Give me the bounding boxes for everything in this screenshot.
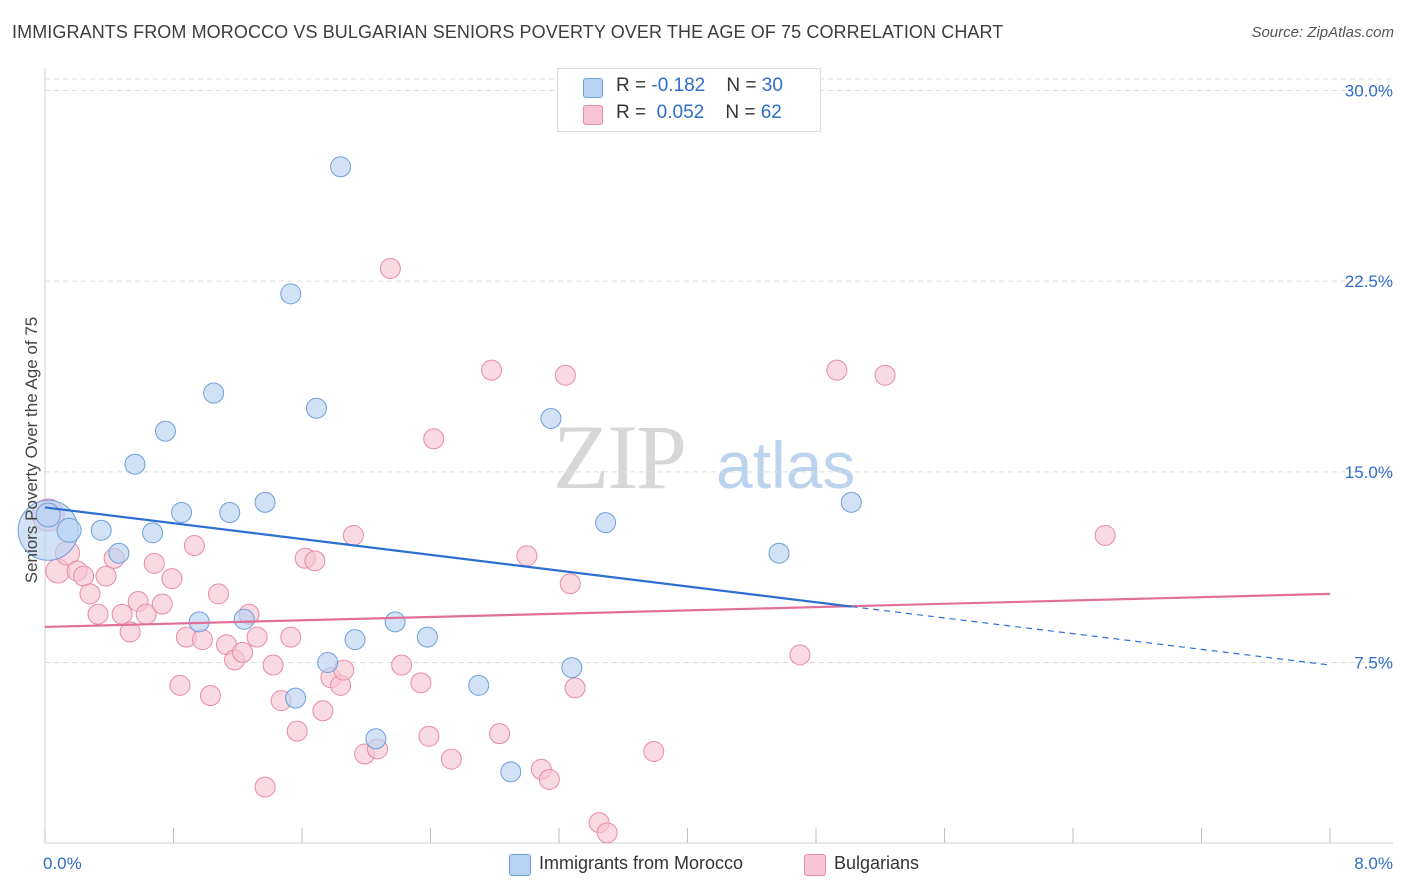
legend-r-label: R = [616,102,652,123]
bulgarian-point [143,552,165,574]
bulgarian-point [826,359,848,381]
bulgarian-point [1094,524,1116,546]
bulgarian-point [304,550,326,572]
bulgarian-point [183,535,205,557]
bulgarian-point [95,565,117,587]
bulgarian-point [564,677,586,699]
bulgarian-point [481,359,503,381]
morocco-point [142,522,164,544]
morocco-point [344,629,366,651]
x-tick-label: 0.0% [43,854,82,873]
morocco-point [124,453,146,475]
bulgarian-point [489,723,511,745]
bulgarian-point [554,364,576,386]
legend-r-value: -0.182 [651,75,706,96]
bulgarian-point [246,626,268,648]
bulgarian-point [262,654,284,676]
y-tick-label: 15.0% [1345,463,1393,482]
chart-title: IMMIGRANTS FROM MOROCCO VS BULGARIAN SEN… [12,22,1004,42]
morocco-point [840,491,862,513]
bulgarian-point [538,768,560,790]
morocco-trend-extension [851,605,1331,666]
morocco-point [285,687,307,709]
bulgarians-trend-line [44,592,1331,629]
bulgarian-point [342,524,364,546]
morocco-point [416,626,438,648]
morocco-point [561,657,583,679]
bulgarian-point [151,593,173,615]
bulgarian-point [410,672,432,694]
bulgarian-point [87,603,109,625]
morocco-point [233,608,255,630]
morocco-point [254,491,276,513]
bulgarian-point [643,740,665,762]
morocco-point [500,761,522,783]
watermark-zip: ZIP [553,406,685,508]
y-axis-label: Seniors Poverty Over the Age of 75 [22,316,41,584]
bulgarian-point [169,674,191,696]
morocco-point [768,542,790,564]
bulgarian-point [596,822,618,844]
y-tick-label: 30.0% [1345,82,1393,101]
bulgarian-point [199,685,221,707]
bulgarian-point [440,748,462,770]
morocco-point [384,611,406,633]
bulgarian-point [111,603,133,625]
legend-swatch-morocco [583,78,603,98]
morocco-point [330,156,352,178]
bulgarian-point [516,545,538,567]
bulgarian-point [73,565,95,587]
bulgarian-point [789,644,811,666]
bottom-legend-swatch-bulgarians [804,854,826,876]
bulgarian-point [280,626,302,648]
morocco-point [203,382,225,404]
morocco-trend-line [44,506,852,608]
legend-n-label: N = [726,75,762,96]
morocco-point [219,502,241,524]
source-note: Source: ZipAtlas.com [1251,24,1394,41]
y-tick-label: 22.5% [1345,272,1393,291]
bulgarian-point [379,257,401,279]
bulgarian-point [161,568,183,590]
bottom-legend-label-morocco: Immigrants from Morocco [539,853,744,873]
bulgarian-point [207,583,229,605]
bulgarian-point [391,654,413,676]
bulgarian-point [254,776,276,798]
morocco-point [305,397,327,419]
bulgarian-point [418,725,440,747]
bulgarian-point [286,720,308,742]
morocco-point [108,542,130,564]
bulgarian-point [191,629,213,651]
legend-swatch-bulgarians [583,105,603,125]
morocco-point [468,674,490,696]
morocco-point [171,502,193,524]
legend-r-value: 0.052 [656,102,705,123]
legend-n-label: N = [725,102,761,123]
correlation-legend: R = -0.182 N = 30 R = 0.052 N = 62 [557,68,821,132]
morocco-point [540,407,562,429]
bulgarian-point [119,621,141,643]
bulgarian-point [874,364,896,386]
bulgarian-point [423,428,445,450]
bulgarian-point [79,583,101,605]
bottom-legend-label-bulgarians: Bulgarians [834,853,920,873]
watermark-atlas: atlas [716,428,855,502]
morocco-point [365,728,387,750]
y-tick-label: 7.5% [1354,654,1393,673]
morocco-point [56,517,82,543]
morocco-point [317,652,339,674]
morocco-point [280,283,302,305]
x-tick-label: 8.0% [1354,854,1393,873]
legend-n-value: 62 [760,102,782,123]
legend-n-value: 30 [761,75,783,96]
bulgarian-point [559,573,581,595]
legend-r-label: R = [616,75,652,96]
morocco-point [154,420,176,442]
bulgarian-point [312,700,334,722]
bulgarian-point [232,641,254,663]
bottom-legend-swatch-morocco [509,854,531,876]
morocco-point [595,512,617,534]
morocco-point [90,519,112,541]
